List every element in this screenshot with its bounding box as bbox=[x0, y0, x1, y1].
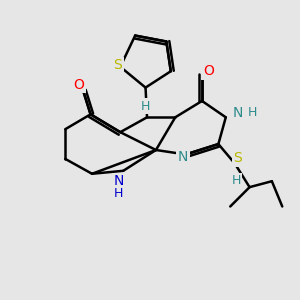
Text: S: S bbox=[113, 58, 122, 72]
Text: H: H bbox=[232, 174, 241, 187]
Text: S: S bbox=[233, 151, 242, 165]
Text: H: H bbox=[114, 187, 124, 200]
Text: H: H bbox=[248, 106, 257, 119]
Text: N: N bbox=[178, 150, 188, 164]
Text: O: O bbox=[73, 78, 84, 92]
Text: O: O bbox=[203, 64, 214, 78]
Text: N: N bbox=[233, 106, 244, 120]
Text: H: H bbox=[141, 100, 150, 112]
Text: N: N bbox=[114, 174, 124, 188]
